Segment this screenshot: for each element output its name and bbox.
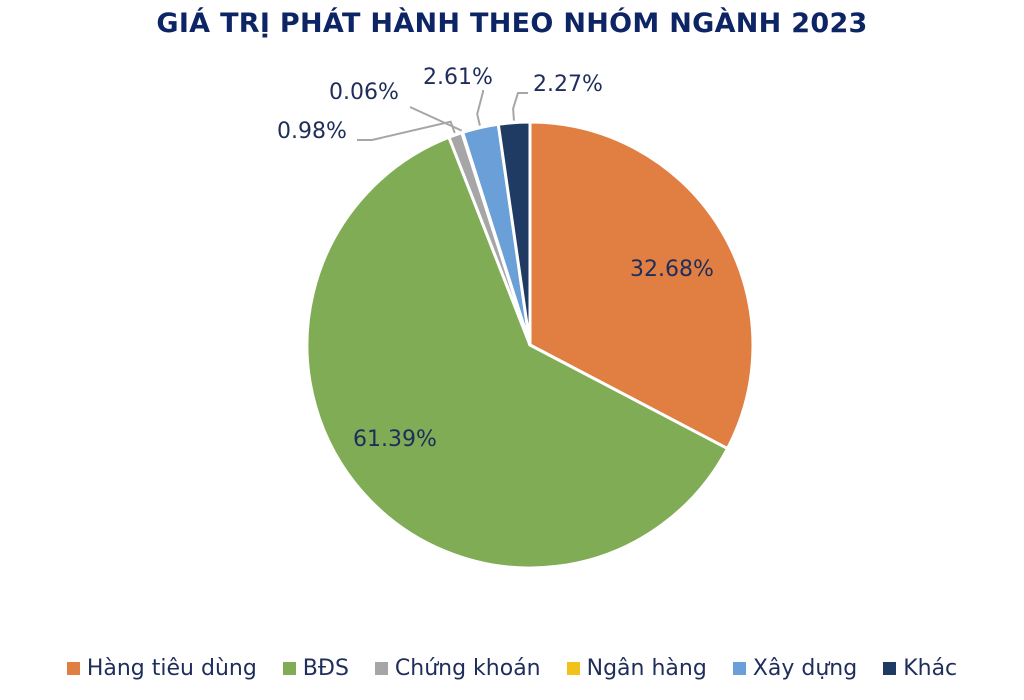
legend-swatch-chung-khoan (374, 661, 388, 675)
leader-line-khac (512, 92, 528, 121)
data-labels: 32.68% 61.39% 0.98% 0.06% 2.61% 2.27% (277, 65, 714, 452)
legend-label-ngan-hang: Ngân hàng (586, 655, 707, 681)
chart-title: GIÁ TRỊ PHÁT HÀNH THEO NHÓM NGÀNH 2023 (156, 8, 868, 39)
data-label-xay-dung: 2.61% (423, 65, 493, 90)
data-label-ngan-hang: 0.06% (329, 80, 399, 105)
legend-label-khac: Khác (903, 655, 958, 681)
legend-item-bds: BĐS (282, 655, 349, 681)
legend-label-bds: BĐS (302, 655, 349, 681)
legend-swatch-khac (883, 661, 897, 675)
pie-slices (305, 120, 755, 570)
leader-line-xay-dung (476, 90, 484, 126)
legend-label-chung-khoan: Chứng khoán (394, 655, 541, 681)
data-label-chung-khoan: 0.98% (277, 119, 347, 144)
legend-item-chung-khoan: Chứng khoán (374, 655, 541, 681)
legend-swatch-ngan-hang (566, 661, 580, 675)
legend-swatch-hang-tieu-dung (66, 661, 80, 675)
pie-slice-bds (305, 135, 730, 570)
pie-slice-khac (496, 120, 532, 347)
data-label-hang-tieu-dung: 32.68% (630, 257, 714, 282)
legend-item-khac: Khác (883, 656, 957, 681)
legend-label-hang-tieu-dung: Hàng tiêu dùng (86, 655, 257, 681)
legend-item-ngan-hang: Ngân hàng (566, 655, 707, 681)
legend-item-hang-tieu-dung: Hàng tiêu dùng (66, 655, 257, 681)
leader-line-ngan-hang (409, 106, 463, 132)
data-label-bds: 61.39% (353, 427, 437, 452)
legend-swatch-xay-dung (732, 661, 746, 675)
leader-lines (357, 90, 528, 141)
legend-item-xay-dung: Xây dựng (732, 655, 858, 681)
data-label-khac: 2.27% (533, 72, 603, 97)
leader-line-chung-khoan (357, 120, 456, 141)
chart-legend: Hàng tiêu dùng BĐS Chứng khoán Ngân hàng Xây… (0, 648, 1024, 688)
legend-label-xay-dung: Xây dựng (752, 655, 858, 681)
legend-swatch-bds (282, 661, 296, 675)
pie-slice-hang-tieu-dung (528, 120, 755, 451)
